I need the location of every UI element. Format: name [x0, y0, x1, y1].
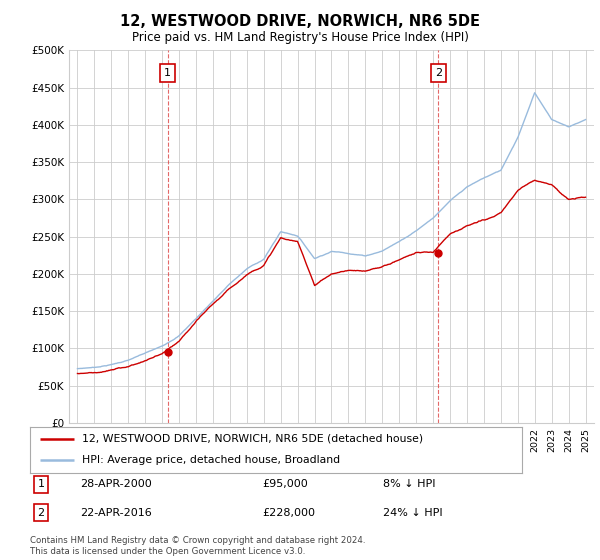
Text: 22-APR-2016: 22-APR-2016 [80, 507, 151, 517]
Text: 12, WESTWOOD DRIVE, NORWICH, NR6 5DE: 12, WESTWOOD DRIVE, NORWICH, NR6 5DE [120, 14, 480, 29]
Text: 1: 1 [164, 68, 171, 78]
Text: 2: 2 [37, 507, 44, 517]
Text: 1: 1 [38, 479, 44, 489]
Text: 28-APR-2000: 28-APR-2000 [80, 479, 151, 489]
Text: £95,000: £95,000 [262, 479, 308, 489]
Text: 2: 2 [435, 68, 442, 78]
Text: 8% ↓ HPI: 8% ↓ HPI [383, 479, 436, 489]
Text: £228,000: £228,000 [262, 507, 315, 517]
Text: Price paid vs. HM Land Registry's House Price Index (HPI): Price paid vs. HM Land Registry's House … [131, 31, 469, 44]
Text: HPI: Average price, detached house, Broadland: HPI: Average price, detached house, Broa… [82, 455, 340, 465]
Text: Contains HM Land Registry data © Crown copyright and database right 2024.
This d: Contains HM Land Registry data © Crown c… [30, 536, 365, 556]
Text: 24% ↓ HPI: 24% ↓ HPI [383, 507, 443, 517]
Text: 12, WESTWOOD DRIVE, NORWICH, NR6 5DE (detached house): 12, WESTWOOD DRIVE, NORWICH, NR6 5DE (de… [82, 434, 423, 444]
